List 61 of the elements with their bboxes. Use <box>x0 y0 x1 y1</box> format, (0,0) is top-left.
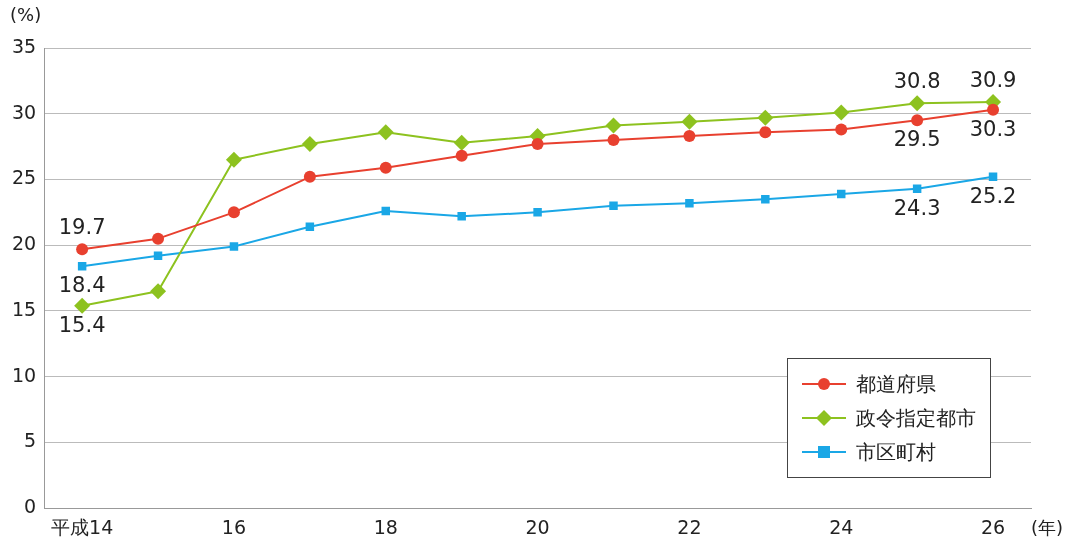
x-tick-label: 24 <box>829 515 854 538</box>
point <box>150 283 167 300</box>
point <box>609 201 618 211</box>
data-label: 15.4 <box>58 312 106 337</box>
point <box>76 243 89 256</box>
point <box>912 184 922 193</box>
y-tick-label: 0 <box>24 495 37 518</box>
point <box>74 297 91 314</box>
point <box>227 206 240 219</box>
point <box>607 134 620 147</box>
point <box>987 103 1000 116</box>
legend-label: 市区町村 <box>856 438 936 466</box>
legend-label: 政令指定都市 <box>856 404 976 432</box>
data-label: 29.5 <box>893 127 941 152</box>
point <box>757 109 774 126</box>
y-tick-label: 15 <box>11 297 37 320</box>
y-tick-label: 10 <box>11 363 37 386</box>
point <box>229 242 239 251</box>
legend-label: 都道府県 <box>856 370 936 398</box>
point <box>835 123 848 136</box>
point <box>759 126 772 139</box>
point <box>377 124 394 141</box>
point <box>531 137 544 150</box>
point <box>911 114 924 127</box>
point <box>301 135 318 152</box>
point <box>761 194 770 204</box>
data-label: 24.3 <box>893 195 941 220</box>
point <box>152 232 165 245</box>
point <box>681 113 698 130</box>
data-label: 30.8 <box>893 69 941 94</box>
y-tick-label: 25 <box>11 166 37 189</box>
x-tick-label: 22 <box>677 515 702 538</box>
point <box>833 104 850 121</box>
x-axis-title: (年) <box>1030 516 1063 540</box>
y-tick-label: 5 <box>24 429 37 452</box>
x-tick-label: 20 <box>525 515 550 538</box>
x-tick-label: 平成14 <box>51 515 114 538</box>
y-tick-label: 35 <box>11 34 37 57</box>
point <box>303 170 316 183</box>
data-label: 30.9 <box>969 67 1017 92</box>
point <box>225 151 242 168</box>
data-label: 30.3 <box>969 116 1017 141</box>
x-tick-label: 16 <box>221 515 247 538</box>
data-label: 25.2 <box>969 183 1017 208</box>
point <box>453 134 470 151</box>
y-tick-label: 30 <box>11 100 37 123</box>
point <box>533 208 542 217</box>
data-label: 19.7 <box>58 215 106 240</box>
data-label: 18.4 <box>58 273 106 298</box>
point <box>685 198 694 208</box>
point <box>683 130 696 143</box>
point <box>379 161 392 174</box>
point <box>77 262 87 271</box>
point <box>605 117 622 134</box>
point <box>909 95 926 112</box>
y-axis-title: (%) <box>10 4 42 25</box>
x-tick-label: 18 <box>373 515 398 538</box>
point <box>457 212 466 221</box>
point <box>455 149 468 162</box>
y-tick-label: 20 <box>11 232 37 255</box>
x-tick-label: 26 <box>980 515 1006 538</box>
